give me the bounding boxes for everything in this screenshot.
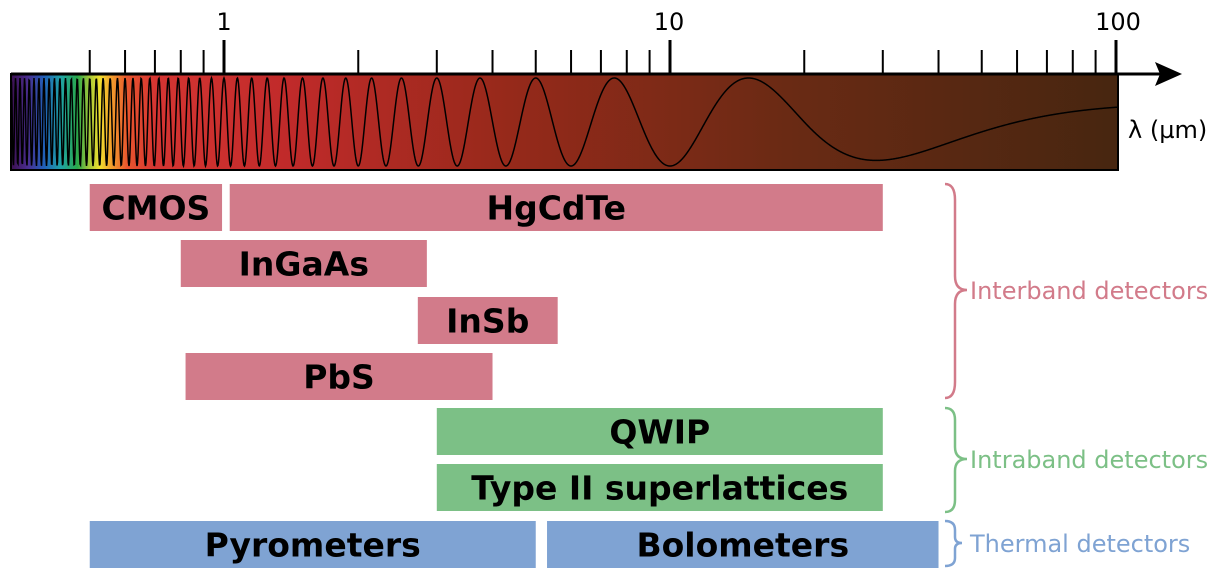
detector-bars: CMOS HgCdTe InGaAs InSb PbS QWIP Type II super… [89,184,939,568]
detector-bar-cmos: CMOS [89,184,223,231]
detector-bar-rect [547,521,939,568]
detector-bar-label: CMOS [101,189,210,228]
thermal-label: Thermal detectors [969,530,1190,558]
wavelength-axis: 1 10 100 λ (µm) [11,8,1207,144]
detector-bar-label: QWIP [609,413,710,452]
tick-label-100: 100 [1095,8,1141,36]
detector-bar-ingaas: InGaAs [180,240,427,287]
detector-bar-rect [417,297,558,344]
axis-arrow-icon [1155,62,1182,86]
detector-bar-rect [229,184,883,231]
wavelength-wave [10,75,1119,169]
detector-bar-rect [436,408,883,455]
detector-bar-insb: InSb [417,297,558,344]
interband-brace [944,182,968,400]
spectrum-band [10,73,1119,171]
detector-bar-pbs: PbS [185,353,493,400]
detector-bar-label: Type II superlattices [471,469,848,508]
detector-bar-rect [436,464,883,511]
interband-label: Interband detectors [970,277,1208,305]
detector-bar-rect [180,240,427,287]
axis-ticks [88,40,1118,74]
detector-bar-label: InGaAs [239,245,369,284]
detector-bar-qwip: QWIP [436,408,883,455]
intraband-brace [944,406,968,514]
thermal-brace [944,519,963,568]
detector-bar-hgcdte: HgCdTe [229,184,883,231]
axis-label: λ (µm) [1128,116,1207,144]
intraband-group: Intraband detectors [944,406,1208,514]
detector-bar-pyrometers: Pyrometers [89,521,536,568]
detector-bar-bolometers: Bolometers [547,521,939,568]
detector-bar-label: Pyrometers [205,526,421,565]
detector-bar-label: HgCdTe [486,189,626,228]
tick-label-1: 1 [216,8,231,36]
thermal-group: Thermal detectors [944,519,1190,568]
detector-bar-label: PbS [303,358,375,397]
detector-bar-label: InSb [446,302,529,341]
interband-group: Interband detectors [944,182,1208,400]
detector-bar-rect [185,353,493,400]
intraband-label: Intraband detectors [970,446,1208,474]
detector-bar-rect [89,184,223,231]
detector-bar-label: Bolometers [636,526,849,565]
tick-label-10: 10 [654,8,685,36]
detector-bar-type-ii-superlattices: Type II superlattices [436,464,883,511]
detector-bar-rect [89,521,536,568]
